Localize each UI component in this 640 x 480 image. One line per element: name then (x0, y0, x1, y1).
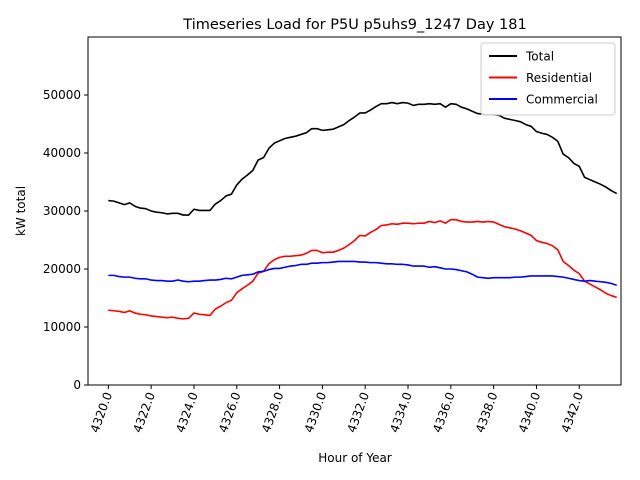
legend: Total Residential Commercial (480, 42, 616, 116)
series-line-total (108, 101, 618, 216)
y-tick-label: 10000 (43, 320, 81, 334)
series-line-commercial (108, 260, 617, 287)
y-tick-label: 50000 (43, 88, 81, 102)
legend-label-residential: Residential (526, 71, 592, 85)
y-tick-label: 20000 (43, 262, 81, 276)
y-axis-label: kW total (14, 186, 28, 236)
y-tick-label: 40000 (43, 146, 81, 160)
series-line-residential (108, 218, 617, 320)
y-tick-label: 0 (73, 378, 81, 392)
legend-box (480, 42, 616, 116)
legend-label-commercial: Commercial (526, 93, 598, 107)
chart-title: Timeseries Load for P5U p5uhs9_1247 Day … (182, 17, 526, 33)
y-tick-label: 30000 (43, 204, 81, 218)
legend-label-total: Total (525, 50, 554, 64)
x-axis-label: Hour of Year (318, 451, 392, 465)
